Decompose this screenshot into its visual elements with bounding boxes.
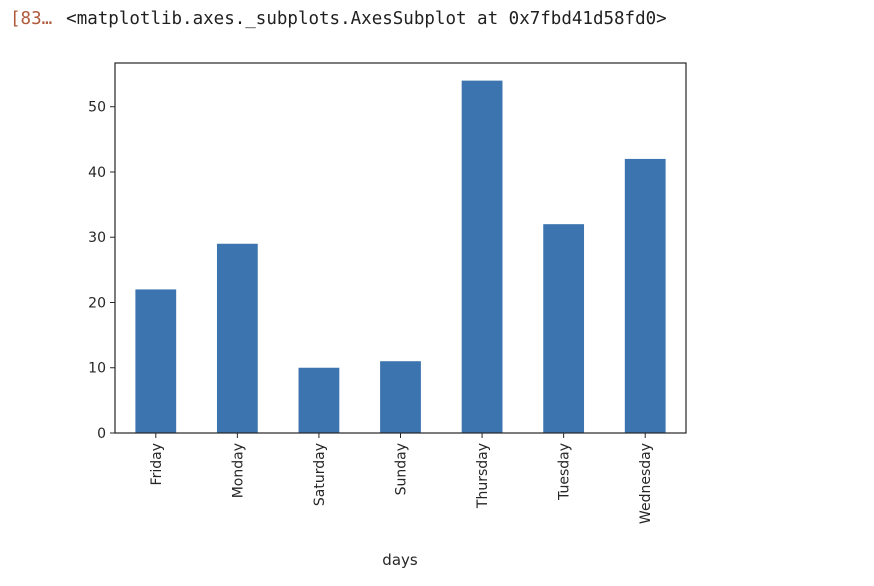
bar-wednesday — [624, 158, 666, 434]
y-tick-label: 50 — [88, 100, 106, 116]
bar-saturday — [298, 367, 340, 433]
x-tick-label: Saturday — [312, 443, 328, 506]
bar-sunday — [380, 361, 421, 433]
x-axis-label: days — [382, 551, 418, 569]
y-tick-label: 20 — [88, 295, 106, 311]
x-tick-label: Friday — [149, 443, 165, 485]
x-tick-label: Sunday — [394, 443, 410, 495]
bar-tuesday — [543, 224, 585, 433]
y-tick-label: 10 — [88, 361, 106, 377]
x-tick-label: Tuesday — [557, 443, 573, 501]
y-tick-label: 0 — [97, 426, 106, 442]
output-prompt[interactable]: [83… — [10, 9, 53, 29]
output-header: [83… <matplotlib.axes._subplots.AxesSubp… — [10, 6, 667, 32]
bar-friday — [135, 289, 177, 433]
x-ticks-layer: Friday Monday Saturday Sunday Thursday Tuesda… — [149, 433, 654, 524]
x-tick-label: Monday — [230, 443, 246, 498]
x-tick-label: Thursday — [475, 443, 491, 509]
y-tick-label: 30 — [88, 230, 106, 246]
bars-layer — [135, 80, 666, 434]
bar-monday — [216, 243, 258, 433]
plot-frame — [114, 62, 687, 434]
y-tick-label: 40 — [88, 165, 106, 181]
x-tick-label: Wednesday — [638, 443, 654, 524]
bar-thursday — [461, 80, 503, 433]
output-repr-text: <matplotlib.axes._subplots.AxesSubplot a… — [66, 9, 667, 29]
y-ticks-layer: 0 10 20 30 40 50 — [88, 100, 115, 442]
